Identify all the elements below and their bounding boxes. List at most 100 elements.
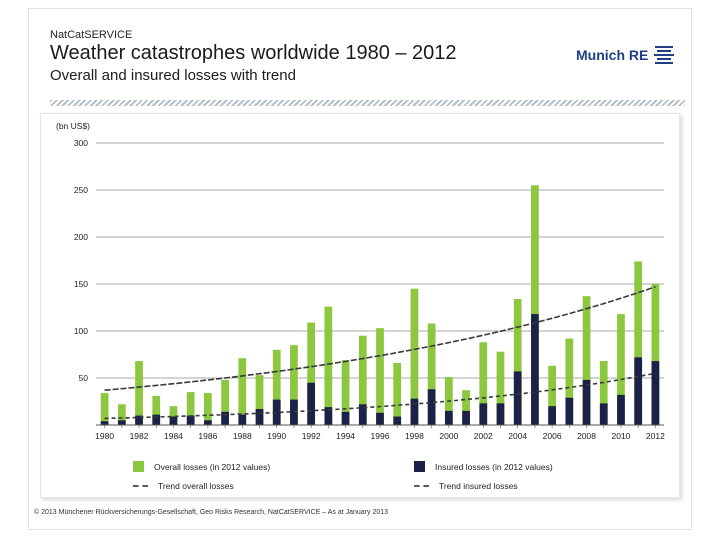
bar-insured-losses	[393, 416, 402, 425]
bar-insured-losses	[462, 410, 470, 425]
bar-insured-losses	[117, 420, 126, 425]
munich-re-logo: Munich RE	[576, 44, 675, 66]
bar-insured-losses	[100, 421, 109, 425]
bar-overall-losses	[221, 379, 229, 425]
bar-insured-losses	[376, 412, 384, 425]
bar-overall-losses	[100, 393, 109, 425]
bar-insured-losses	[152, 414, 161, 425]
bar-insured-losses	[531, 314, 539, 425]
x-tick-label: 1996	[371, 431, 390, 441]
bar-overall-losses	[152, 395, 161, 425]
bar-overall-losses	[531, 185, 539, 425]
x-tick-label: 1982	[130, 431, 149, 441]
x-tick-label: 2012	[646, 431, 665, 441]
bar-insured-losses	[255, 409, 264, 425]
bar-overall-losses	[238, 358, 247, 425]
bar-insured-losses	[204, 420, 212, 425]
legend-insured: Insured losses (in 2012 values)	[414, 461, 553, 472]
bar-insured-losses	[634, 357, 643, 425]
bar-insured-losses	[496, 403, 505, 425]
legend-overall-label: Overall losses (in 2012 values)	[154, 461, 271, 472]
bar-insured-losses	[582, 379, 591, 425]
x-tick-label: 2000	[439, 431, 458, 441]
bar-overall-losses	[290, 345, 298, 425]
legend-trend-overall-line	[133, 485, 148, 487]
bar-overall-losses	[513, 299, 522, 425]
copyright-footer: © 2013 Münchener Rückversicherungs-Gesel…	[34, 509, 389, 516]
y-tick-label: 150	[74, 279, 88, 289]
bar-insured-losses	[617, 394, 625, 425]
bar-overall-losses	[341, 360, 350, 425]
bar-insured-losses	[548, 406, 556, 425]
x-tick-label: 1984	[164, 431, 183, 441]
x-tick-label: 1986	[198, 431, 217, 441]
bar-insured-losses	[272, 399, 281, 425]
bar-overall-losses	[393, 362, 402, 425]
bar-insured-losses	[410, 398, 419, 425]
header-divider	[50, 100, 685, 106]
y-axis-unit-label: (bn US$)	[56, 121, 90, 131]
x-tick-label: 1992	[302, 431, 321, 441]
bar-insured-losses	[307, 382, 316, 425]
bar-overall-losses	[548, 365, 556, 425]
bar-insured-losses	[444, 410, 453, 425]
bar-overall-losses	[599, 361, 608, 425]
bar-overall-losses	[135, 361, 143, 425]
bar-overall-losses	[479, 342, 488, 425]
bar-overall-losses	[565, 338, 574, 425]
bar-overall-losses	[582, 296, 591, 425]
legend-trend-overall: Trend overall losses	[133, 481, 234, 491]
page-title: Weather catastrophes worldwide 1980 – 20…	[50, 42, 457, 64]
bar-overall-losses	[376, 328, 384, 425]
bar-insured-losses	[169, 416, 178, 425]
x-tick-label: 2006	[543, 431, 562, 441]
bar-overall-losses	[651, 284, 660, 425]
bar-insured-losses	[186, 415, 195, 425]
bar-overall-losses	[410, 288, 419, 425]
bar-overall-losses	[617, 314, 625, 425]
legend-trend-insured-line	[414, 485, 429, 487]
bar-overall-losses	[204, 393, 212, 425]
page-subtitle: Overall and insured losses with trend	[50, 67, 296, 84]
bar-overall-losses	[186, 392, 195, 425]
y-tick-label: 200	[74, 232, 88, 242]
x-tick-label: 2002	[474, 431, 493, 441]
bar-insured-losses	[651, 361, 660, 425]
bar-insured-losses	[479, 403, 488, 425]
bar-overall-losses	[255, 375, 264, 425]
bar-insured-losses	[324, 407, 333, 425]
x-tick-label: 1980	[95, 431, 114, 441]
legend-insured-swatch	[414, 461, 425, 472]
bar-insured-losses	[599, 403, 608, 425]
service-name: NatCatSERVICE	[50, 29, 133, 41]
legend-trend-insured-label: Trend insured losses	[439, 481, 518, 491]
legend-overall: Overall losses (in 2012 values)	[133, 461, 270, 472]
bar-overall-losses	[462, 390, 470, 425]
y-tick-label: 100	[74, 326, 88, 336]
bar-insured-losses	[565, 397, 574, 425]
x-tick-label: 1998	[405, 431, 424, 441]
trend-overall-line	[104, 286, 656, 391]
x-tick-label: 1994	[336, 431, 355, 441]
bar-insured-losses	[513, 371, 522, 425]
trend-insured-line	[104, 372, 656, 420]
chart-frame	[40, 113, 680, 498]
legend-overall-swatch	[133, 461, 144, 472]
y-tick-label: 300	[74, 138, 88, 148]
bar-insured-losses	[221, 411, 229, 425]
bar-overall-losses	[634, 261, 643, 425]
bar-insured-losses	[427, 389, 436, 425]
x-tick-label: 1990	[267, 431, 286, 441]
logo-text: Munich RE	[576, 47, 649, 63]
x-tick-label: 2004	[508, 431, 527, 441]
bar-insured-losses	[135, 415, 143, 425]
munich-re-emblem-icon	[654, 46, 675, 64]
bar-insured-losses	[358, 404, 367, 425]
bar-overall-losses	[427, 323, 436, 425]
bar-overall-losses	[117, 404, 126, 425]
bar-overall-losses	[496, 351, 505, 425]
legend-trend-overall-label: Trend overall losses	[158, 481, 234, 491]
bar-overall-losses	[358, 335, 367, 425]
bar-insured-losses	[341, 411, 350, 425]
